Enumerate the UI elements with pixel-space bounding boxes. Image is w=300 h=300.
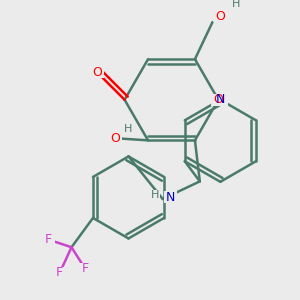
Text: H: H	[124, 124, 133, 134]
FancyBboxPatch shape	[150, 190, 160, 200]
Text: O: O	[213, 93, 223, 106]
FancyBboxPatch shape	[53, 267, 67, 278]
Text: H: H	[151, 190, 159, 200]
FancyBboxPatch shape	[164, 191, 177, 203]
Text: O: O	[215, 10, 225, 23]
Text: O: O	[92, 66, 102, 79]
Text: H: H	[232, 0, 240, 10]
FancyBboxPatch shape	[214, 10, 227, 22]
Text: F: F	[82, 262, 89, 275]
Text: N: N	[216, 93, 225, 106]
FancyBboxPatch shape	[211, 94, 226, 106]
FancyBboxPatch shape	[78, 263, 92, 274]
Text: O: O	[110, 132, 120, 145]
FancyBboxPatch shape	[108, 133, 122, 144]
FancyBboxPatch shape	[90, 67, 104, 78]
Text: N: N	[166, 190, 175, 203]
FancyBboxPatch shape	[212, 94, 228, 106]
FancyBboxPatch shape	[231, 0, 241, 9]
Text: F: F	[56, 266, 63, 279]
FancyBboxPatch shape	[41, 234, 55, 245]
Text: F: F	[44, 233, 52, 246]
FancyBboxPatch shape	[124, 124, 134, 134]
